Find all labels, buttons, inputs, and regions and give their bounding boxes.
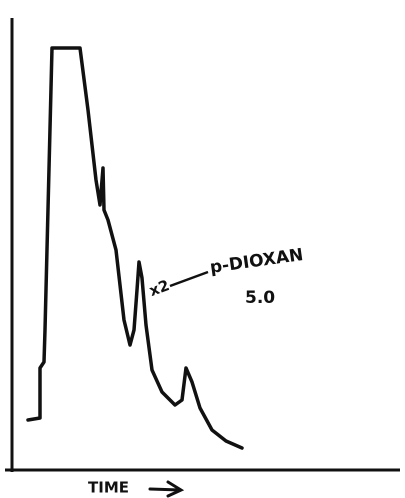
leader-line (170, 272, 208, 286)
chromatogram: x2 p-DIOXAN 5.0 TIME (0, 0, 405, 498)
page: x2 p-DIOXAN 5.0 TIME (() => { const data… (0, 0, 405, 498)
trace (28, 48, 242, 448)
peak-value: 5.0 (245, 288, 275, 308)
x-axis-label: TIME (88, 479, 129, 497)
peak-label: p-DIOXAN (209, 245, 305, 278)
time-arrow (150, 482, 181, 496)
scale-factor: x2 (147, 276, 172, 300)
